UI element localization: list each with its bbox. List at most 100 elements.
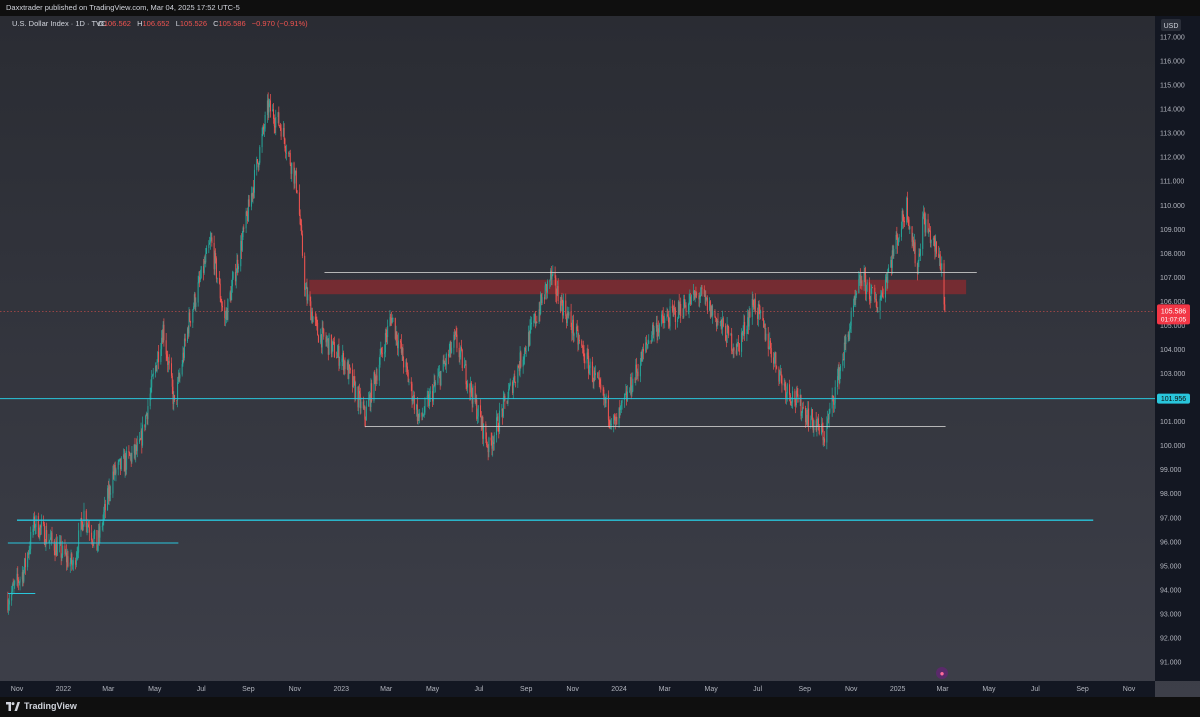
candle-body	[290, 164, 292, 174]
candle-body	[648, 340, 650, 344]
candle-body	[27, 553, 29, 555]
candle-body	[104, 503, 106, 511]
candle-body	[833, 403, 835, 405]
candle-body	[194, 294, 196, 307]
candle-body	[344, 360, 346, 370]
candle-body	[241, 237, 243, 251]
candle-body	[625, 391, 627, 395]
candle-body	[352, 376, 354, 388]
candle-body	[556, 293, 558, 296]
y-tick-label: 109.000	[1160, 227, 1185, 234]
low-value: 105.526	[180, 19, 207, 28]
candle-body	[551, 274, 553, 280]
candle-body	[327, 338, 329, 355]
candle-body	[460, 347, 462, 350]
candle-body	[870, 288, 872, 301]
candle-body	[522, 359, 524, 367]
candle-body	[434, 381, 436, 385]
candle-body	[753, 305, 755, 310]
candle-body	[749, 311, 751, 317]
candle-body	[190, 321, 192, 323]
candle-body	[390, 317, 392, 319]
candle-body	[901, 210, 903, 229]
candle-body	[524, 347, 526, 352]
x-tick-label: 2022	[56, 686, 72, 693]
candle-body	[688, 301, 690, 311]
candle-body	[502, 397, 504, 417]
event-icon[interactable]: ●	[936, 667, 948, 679]
candle-body	[896, 234, 898, 237]
candle-body	[577, 329, 579, 345]
candle-body	[923, 213, 925, 219]
candle-body	[597, 373, 599, 378]
candle-body	[333, 341, 335, 343]
candle-body	[183, 352, 185, 358]
candle-body	[619, 408, 621, 410]
candle-body	[152, 373, 154, 376]
tradingview-wordmark: TradingView	[24, 701, 77, 711]
candle-body	[280, 127, 282, 137]
countdown-label: 01:07:05	[1161, 316, 1187, 323]
candle-body	[7, 599, 9, 611]
candle-body	[358, 390, 360, 408]
price-axis[interactable]: USD 91.000 92.000 93.000 94.000 95.000 96.000…	[1155, 16, 1200, 681]
candle-body	[573, 334, 575, 336]
candle-body	[534, 313, 536, 324]
candle-body	[939, 254, 941, 269]
candle-body	[352, 369, 354, 388]
time-axis[interactable]: Nov 2022 Mar May Jul Sep Nov 2023 Mar May Jul Sep No…	[0, 681, 1155, 697]
x-tick-label: Nov	[845, 686, 858, 693]
x-tick-label: Sep	[520, 686, 533, 693]
candle-body	[93, 535, 95, 544]
tradingview-logo[interactable]: TradingView	[6, 701, 77, 711]
candle-body	[571, 326, 573, 334]
candle-body	[550, 270, 552, 280]
candle-body	[848, 334, 850, 340]
x-tick-label: Sep	[242, 686, 255, 693]
candle-body	[312, 316, 314, 323]
candle-body	[422, 415, 424, 417]
candle-body	[387, 325, 389, 338]
candle-body	[461, 349, 463, 369]
candle-body	[529, 325, 531, 345]
candle-body	[509, 382, 511, 386]
candle-body	[236, 259, 238, 273]
candle-body	[940, 268, 942, 270]
candle-body	[19, 579, 21, 583]
candle-body	[30, 531, 32, 549]
candle-body	[518, 365, 520, 368]
candle-body	[384, 352, 386, 354]
candle-body	[728, 326, 730, 336]
candle-body	[751, 299, 753, 317]
currency-badge[interactable]	[1161, 19, 1181, 31]
candle-body	[359, 393, 361, 409]
price-chart[interactable]: U.S. Dollar Index · 1D · TVC O106.562 H1…	[0, 16, 1200, 697]
candle-body	[338, 346, 340, 366]
candle-body	[881, 292, 883, 295]
candle-body	[827, 418, 829, 423]
candle-body	[881, 292, 883, 297]
candle-body	[539, 309, 541, 315]
candle-body	[203, 261, 205, 273]
candle-body	[802, 407, 804, 408]
candle-body	[690, 296, 692, 305]
candle-body	[626, 391, 628, 401]
candle-body	[605, 395, 607, 404]
candle-body	[32, 529, 34, 532]
x-tick-label: May	[705, 686, 719, 693]
candle-body	[482, 417, 484, 439]
candle-body	[472, 385, 474, 404]
candle-body	[177, 382, 179, 401]
open-label: O	[98, 19, 104, 28]
candle-body	[781, 375, 783, 386]
candle-body	[837, 367, 839, 377]
candle-body	[35, 516, 37, 528]
candle-body	[765, 333, 767, 340]
candle-body	[631, 391, 633, 394]
candle-body	[639, 365, 641, 377]
candle-body	[912, 240, 914, 242]
candle-body	[413, 394, 415, 401]
candle-body	[776, 366, 778, 369]
candle-body	[655, 322, 657, 329]
candle-body	[656, 322, 658, 337]
